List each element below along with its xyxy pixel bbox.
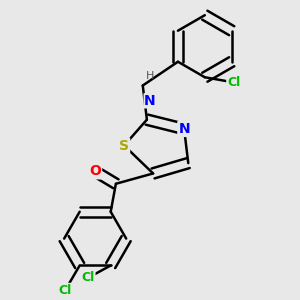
Text: N: N	[178, 122, 190, 136]
Text: N: N	[144, 94, 156, 108]
Text: Cl: Cl	[81, 272, 94, 284]
Text: Cl: Cl	[227, 76, 240, 89]
Text: Cl: Cl	[58, 284, 72, 297]
Text: O: O	[89, 164, 101, 178]
Text: S: S	[119, 139, 129, 152]
Text: H: H	[146, 71, 154, 81]
